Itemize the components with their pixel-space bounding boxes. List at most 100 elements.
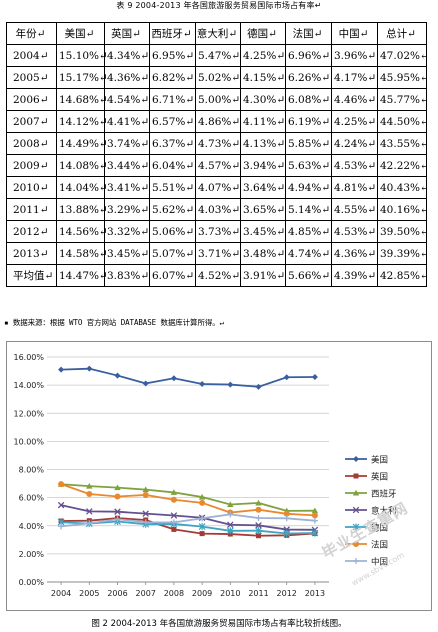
row-label: 2005↵ (6, 66, 57, 89)
y-tick-label: 16.00% (13, 353, 44, 362)
table-cell: 3.74%↵ (104, 132, 150, 155)
table-cell: 3.32%↵ (104, 220, 150, 243)
data-point (86, 365, 93, 372)
data-point (114, 484, 121, 491)
header-row: 年份↵ 美国↵ 英国↵ 西班牙↵ 意大利↵ 德国↵ 法国↵ 中国↵ 总计↵ (6, 22, 427, 45)
data-point (227, 381, 234, 388)
table-cell: 4.07%↵ (195, 176, 241, 199)
table-cell: 14.47%↵ (56, 264, 108, 287)
table-cell: 47.02%↵ (377, 44, 429, 67)
row-label: 2012↵ (6, 220, 57, 243)
table-cell: 6.07%↵ (149, 264, 196, 287)
table-row: 2011↵ 13.88%↵ 3.29%↵ 5.62%↵ 4.03%↵ 3.65%↵ 5.14… (6, 198, 429, 221)
y-tick-label: 2.00% (19, 550, 45, 559)
table-caption-text: 表 9 2004-2013 年各国旅游服务贸易国际市场占有率 (116, 1, 315, 10)
table-cell: 5.63%↵ (285, 154, 332, 177)
data-point (255, 522, 262, 529)
table-cell: 4.34%↵ (104, 44, 150, 67)
table-cell: 14.49%↵ (56, 132, 108, 155)
table-cell: 5.07%↵ (149, 242, 196, 265)
series-line (61, 517, 315, 537)
chart-svg: 0.00% 2.00% 4.00% 6.00% 8.00% 10.00% 12.00% 14.… (13, 353, 397, 598)
column-header: 西班牙↵ (149, 22, 196, 45)
table-cell: 4.86%↵ (195, 110, 241, 133)
data-point (142, 510, 149, 517)
data-point (283, 515, 290, 522)
table-cell: 6.96%↵ (285, 44, 332, 67)
table-cell: 6.04%↵ (149, 154, 196, 177)
series-line (60, 483, 315, 517)
legend-marker (353, 456, 359, 462)
table-cell: 42.22%↵ (377, 154, 429, 177)
data-point (283, 529, 291, 537)
data-point (199, 381, 206, 387)
data-point (283, 510, 290, 517)
series-line (61, 483, 315, 512)
y-tick-label: 12.00% (13, 409, 44, 418)
data-point (114, 493, 121, 500)
data-point (86, 482, 93, 489)
legend-label: 法国 (371, 540, 388, 551)
data-point (283, 374, 290, 381)
table-cell: 5.00%↵ (195, 88, 241, 111)
table-cell: 4.36%↵ (104, 66, 150, 89)
table-cell: 4.11%↵ (240, 110, 286, 133)
table-body: 2004↵ 15.10%↵ 4.34%↵ 6.95%↵ 5.47%↵ 4.25%↵ 6.96… (6, 44, 429, 287)
data-point (170, 512, 178, 519)
legend-label: 意大利 (371, 506, 397, 517)
table-cell: 4.53%↵ (331, 154, 378, 177)
data-point (170, 375, 177, 382)
data-point (256, 533, 261, 539)
row-label: 2004↵ (6, 44, 57, 67)
table-cell: 5.02%↵ (195, 66, 241, 89)
table-cell: 5.47%↵ (195, 44, 241, 67)
table-cell: 14.08%↵ (56, 154, 108, 177)
table-row: 2007↵ 14.12%↵ 4.41%↵ 6.57%↵ 4.86%↵ 4.11%↵ 6.19… (6, 110, 429, 133)
table-cell: 3.29%↵ (104, 198, 150, 221)
data-point (255, 506, 262, 513)
table-cell: 4.74%↵ (285, 242, 332, 265)
column-header: 总计↵ (377, 22, 427, 45)
legend-marker (353, 541, 359, 547)
table-cell: 4.41%↵ (104, 110, 150, 133)
data-point (142, 380, 149, 387)
table-cell: 3.83%↵ (104, 264, 150, 287)
table-cell: 6.08%↵ (285, 88, 332, 111)
table-cell: 6.95%↵ (149, 44, 196, 67)
table-cell: 3.65%↵ (240, 198, 286, 221)
data-point (255, 383, 262, 390)
data-point (142, 491, 149, 498)
table-row: 2010↵ 14.04%↵ 3.41%↵ 5.51%↵ 4.07%↵ 3.64%↵ 4.94… (6, 176, 429, 199)
y-tick-label: 4.00% (19, 522, 45, 531)
data-point (311, 529, 319, 537)
table-cell: 6.26%↵ (285, 66, 332, 89)
legend-marker (353, 473, 359, 479)
table-cell: 3.91%↵ (240, 264, 286, 287)
legend-label: 中国 (371, 557, 388, 568)
table-cell: 4.25%↵ (331, 110, 378, 133)
table-cell: 4.54%↵ (104, 88, 150, 111)
table-cell: 3.48%↵ (240, 242, 286, 265)
y-tick-label: 0.00% (19, 578, 45, 587)
x-tick-label: 2011 (248, 589, 268, 598)
data-point (311, 517, 318, 524)
legend-marker (352, 506, 360, 514)
series-line (61, 367, 315, 388)
table-cell: 5.06%↵ (149, 220, 196, 243)
data-point (198, 493, 206, 500)
row-label: 平均值↵ (6, 264, 57, 287)
table-row: 2006↵ 14.68%↵ 4.54%↵ 6.71%↵ 5.00%↵ 4.30%↵ 6.08… (6, 88, 429, 111)
x-tick-label: 2013 (305, 589, 325, 598)
table-cell: 5.62%↵ (149, 198, 196, 221)
legend-marker (352, 523, 360, 531)
table-cell: 4.30%↵ (240, 88, 286, 111)
data-point (255, 515, 262, 522)
market-share-table: 年份↵ 美国↵ 英国↵ 西班牙↵ 意大利↵ 德国↵ 法国↵ 中国↵ 总计↵ 2004↵ 15.10… (6, 22, 429, 287)
data-point (170, 496, 177, 503)
table-cell: 3.71%↵ (195, 242, 241, 265)
table-cell: 4.46%↵ (331, 88, 378, 111)
table-cell: 5.51%↵ (149, 176, 196, 199)
table-row: 2013↵ 14.58%↵ 3.45%↵ 5.07%↵ 3.71%↵ 3.48%↵ 4.74… (6, 242, 429, 265)
data-point (171, 526, 177, 532)
table-cell: 3.41%↵ (104, 176, 150, 199)
